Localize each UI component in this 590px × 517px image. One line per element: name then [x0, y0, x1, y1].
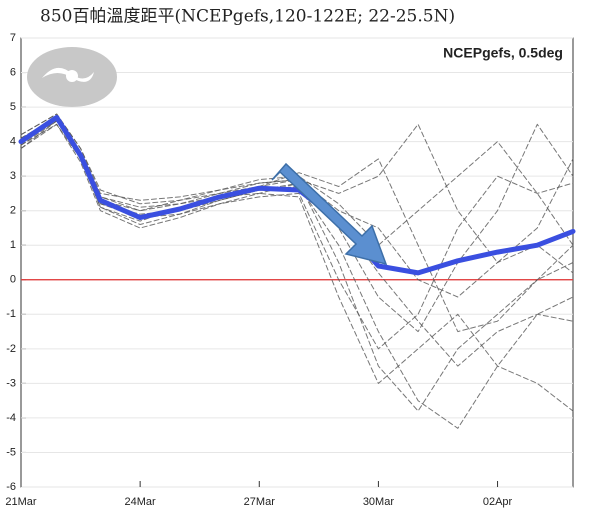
y-tick-label: -6	[6, 481, 16, 493]
y-tick-label: -4	[6, 412, 16, 424]
y-tick-label: -2	[6, 343, 16, 355]
ensemble-line	[20, 123, 574, 412]
x-tick-label: 02Apr	[483, 496, 513, 508]
plot-frame	[20, 37, 574, 488]
x-tick-label: 21Mar	[5, 496, 37, 508]
y-tick-label: 1	[10, 239, 16, 251]
mean-line	[18, 114, 576, 276]
x-tick-label: 27Mar	[244, 496, 276, 508]
y-tick-label: -1	[6, 308, 16, 320]
y-tick-label: 3	[10, 170, 16, 182]
y-tick-label: 5	[10, 101, 16, 113]
annotation: NCEPgefs, 0.5deg	[443, 45, 563, 61]
ensemble-line	[20, 116, 574, 333]
x-tick-label: 24Mar	[125, 496, 157, 508]
y-tick-label: -3	[6, 377, 16, 389]
y-tick-label: -5	[6, 446, 16, 458]
y-tick-label: 4	[10, 136, 16, 148]
trend-arrow	[271, 162, 388, 266]
y-tick-label: 6	[10, 66, 16, 78]
y-tick-label: 7	[10, 32, 16, 44]
x-tick-label: 30Mar	[363, 496, 395, 508]
logo	[27, 47, 117, 107]
chart-title: 850百帕溫度距平(NCEPgefs,120-122E; 22-25.5N)	[40, 7, 455, 27]
ensemble-line	[20, 113, 574, 246]
y-tick-label: 2	[10, 205, 16, 217]
ensemble-line	[20, 113, 574, 367]
y-tick-label: 0	[10, 274, 16, 286]
